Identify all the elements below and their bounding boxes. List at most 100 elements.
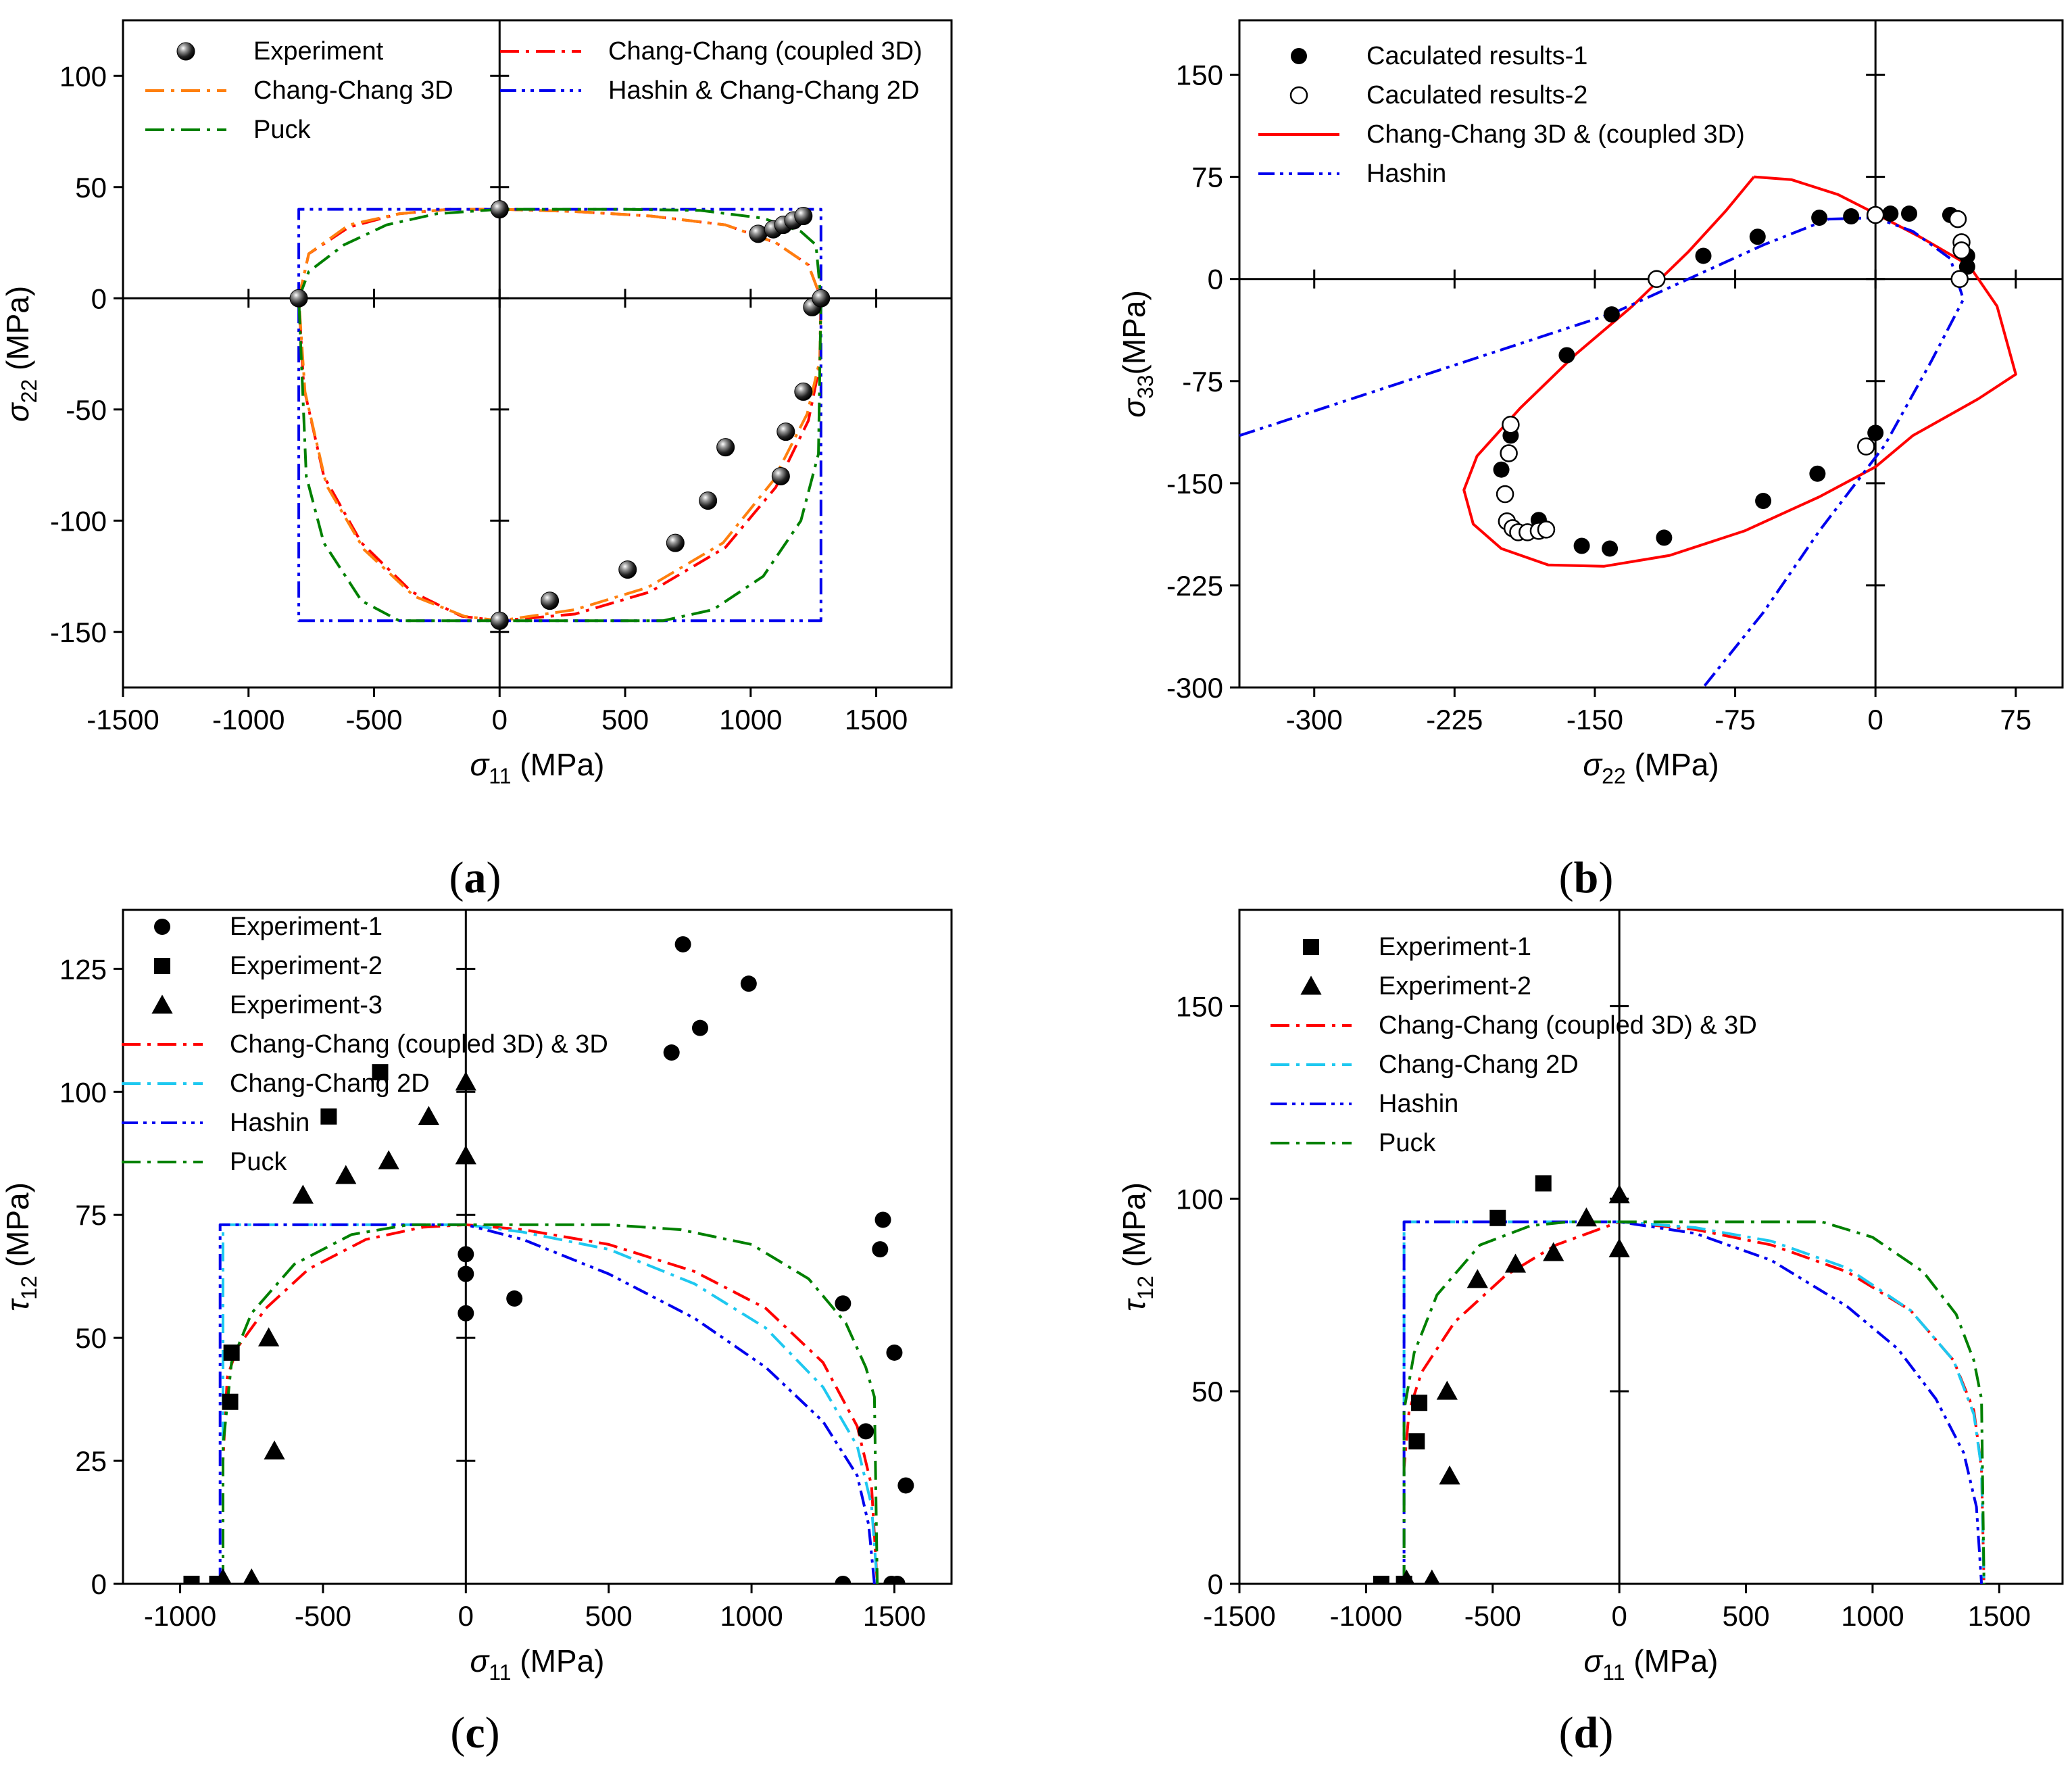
- y-tick-label: 50: [75, 172, 107, 203]
- series-line: [1462, 175, 2017, 568]
- y-tick-label: -100: [50, 505, 107, 537]
- data-point-circle: [740, 975, 757, 992]
- legend-label: Experiment-1: [1379, 933, 1531, 961]
- legend-label: Hashin & Chang-Chang 2D: [608, 76, 920, 105]
- x-tick-label: 500: [1722, 1600, 1769, 1632]
- data-point-open-circle: [1496, 485, 1514, 504]
- x-tick-label: 0: [1868, 704, 1883, 735]
- data-point-triangle: [1543, 1242, 1564, 1261]
- legend-label: Chang-Chang (coupled 3D): [608, 37, 922, 66]
- legend-item: Hashin: [1271, 1090, 1458, 1118]
- legend-item: Chang-Chang (coupled 3D): [500, 37, 922, 66]
- y-axis-title: σ33(MPa): [1116, 290, 1158, 418]
- legend-label: Chang-Chang (coupled 3D) & 3D: [230, 1030, 608, 1059]
- legend-item: Experiment-2: [1300, 972, 1531, 1000]
- y-tick-label: 50: [75, 1322, 107, 1354]
- data-point-circle: [1901, 205, 1918, 222]
- data-point-square: [183, 1576, 200, 1584]
- x-tick-label: 500: [585, 1600, 633, 1632]
- legend-label: Chang-Chang 2D: [230, 1069, 430, 1098]
- y-tick-label: 75: [75, 1199, 107, 1231]
- x-tick-label: 1000: [719, 704, 782, 735]
- panel-d: -1500 -1000 -500 0 500 1000 1500 0 50 100 150 σ11 (…: [1116, 909, 2064, 1685]
- data-point-triangle: [292, 1184, 314, 1204]
- series-line: [222, 1223, 879, 1584]
- data-point-circle: [1882, 205, 1899, 222]
- data-point-circle: [1695, 247, 1712, 264]
- legend-label: Puck: [253, 116, 311, 144]
- data-point-open-circle: [1289, 86, 1308, 105]
- x-tick-label: 0: [1611, 1600, 1627, 1632]
- data-point-sphere: [794, 207, 813, 226]
- data-point-circle: [835, 1576, 852, 1584]
- data-point-circle: [886, 1344, 903, 1361]
- y-tick-label: 150: [1176, 990, 1223, 1022]
- data-point-circle: [458, 1305, 474, 1322]
- legend-label: Hashin: [1366, 160, 1446, 188]
- x-axis-title: σ11 (MPa): [470, 1643, 605, 1685]
- data-point-square: [1535, 1175, 1552, 1192]
- data-point-circle: [858, 1423, 874, 1440]
- data-point-triangle: [1608, 1238, 1630, 1257]
- data-point-triangle: [378, 1150, 399, 1169]
- data-point-circle: [1603, 306, 1620, 323]
- series-line: [297, 208, 822, 623]
- y-tick-label: 125: [59, 953, 107, 985]
- data-point-sphere: [716, 438, 735, 457]
- x-tick-label: 75: [2000, 704, 2031, 735]
- data-point-circle: [1493, 461, 1510, 478]
- legend-item: Experiment-1: [154, 913, 383, 941]
- data-point-sphere: [812, 289, 831, 308]
- legend-label: Experiment-3: [230, 991, 383, 1019]
- x-tick-label: -300: [1286, 704, 1343, 735]
- legend-item: Puck: [122, 1148, 287, 1176]
- data-point-square: [1408, 1433, 1425, 1450]
- panel-b: -300 -225 -150 -75 0 75 -300 -225 -150 -75 0 75 150 σ…: [1116, 19, 2064, 788]
- x-axis-title: σ11 (MPa): [470, 747, 605, 788]
- x-tick-label: -1000: [212, 704, 285, 735]
- legend-label: Puck: [230, 1148, 287, 1176]
- legend-item: Experiment: [176, 37, 384, 66]
- data-point-circle: [874, 1211, 891, 1228]
- legend-item: Chang-Chang 2D: [1271, 1050, 1579, 1079]
- legend-label: Experiment-2: [1379, 972, 1531, 1000]
- y-tick-label: 25: [75, 1445, 107, 1477]
- y-tick-label: 50: [1191, 1376, 1223, 1407]
- x-tick-label: 1000: [1841, 1600, 1904, 1632]
- data-point-open-circle: [1537, 521, 1556, 539]
- panel-c-caption: (c): [450, 1708, 499, 1758]
- data-point-triangle: [1466, 1269, 1488, 1288]
- y-tick-label: -150: [1166, 468, 1223, 500]
- plot-area-d: [1373, 1175, 1985, 1584]
- data-point-circle: [154, 919, 170, 935]
- data-point-open-circle: [1500, 444, 1518, 462]
- data-point-triangle: [1608, 1184, 1630, 1204]
- data-point-triangle: [1575, 1207, 1598, 1227]
- legend-item: Hashin & Chang-Chang 2D: [500, 76, 920, 105]
- data-point-circle: [889, 1576, 906, 1584]
- data-point-sphere: [666, 533, 685, 552]
- data-point-sphere: [541, 591, 560, 610]
- legend-item: Puck: [145, 116, 311, 144]
- legend-item: Hashin: [1258, 160, 1446, 188]
- legend-item: Chang-Chang 3D & (coupled 3D): [1258, 120, 1745, 149]
- data-point-square: [372, 1064, 389, 1081]
- x-tick-label: -1500: [87, 704, 159, 735]
- x-tick-label: 0: [458, 1600, 474, 1632]
- legend-label: Chang-Chang 3D & (coupled 3D): [1366, 120, 1745, 149]
- data-point-circle: [1291, 48, 1307, 64]
- data-point-open-circle: [1950, 270, 1969, 288]
- data-point-circle: [1755, 493, 1772, 510]
- data-point-triangle: [214, 1568, 232, 1584]
- x-tick-label: 1500: [1968, 1600, 2031, 1632]
- panel-b-caption: (b): [1559, 853, 1614, 902]
- data-point-triangle: [1436, 1380, 1458, 1400]
- series-line: [1402, 1220, 1985, 1584]
- data-point-sphere: [699, 491, 718, 510]
- legend-label: Caculated results-2: [1366, 81, 1587, 110]
- data-point-triangle: [258, 1327, 280, 1347]
- x-tick-label: -500: [1464, 1600, 1521, 1632]
- x-tick-label: 1000: [720, 1600, 783, 1632]
- data-point-open-circle: [1857, 437, 1875, 456]
